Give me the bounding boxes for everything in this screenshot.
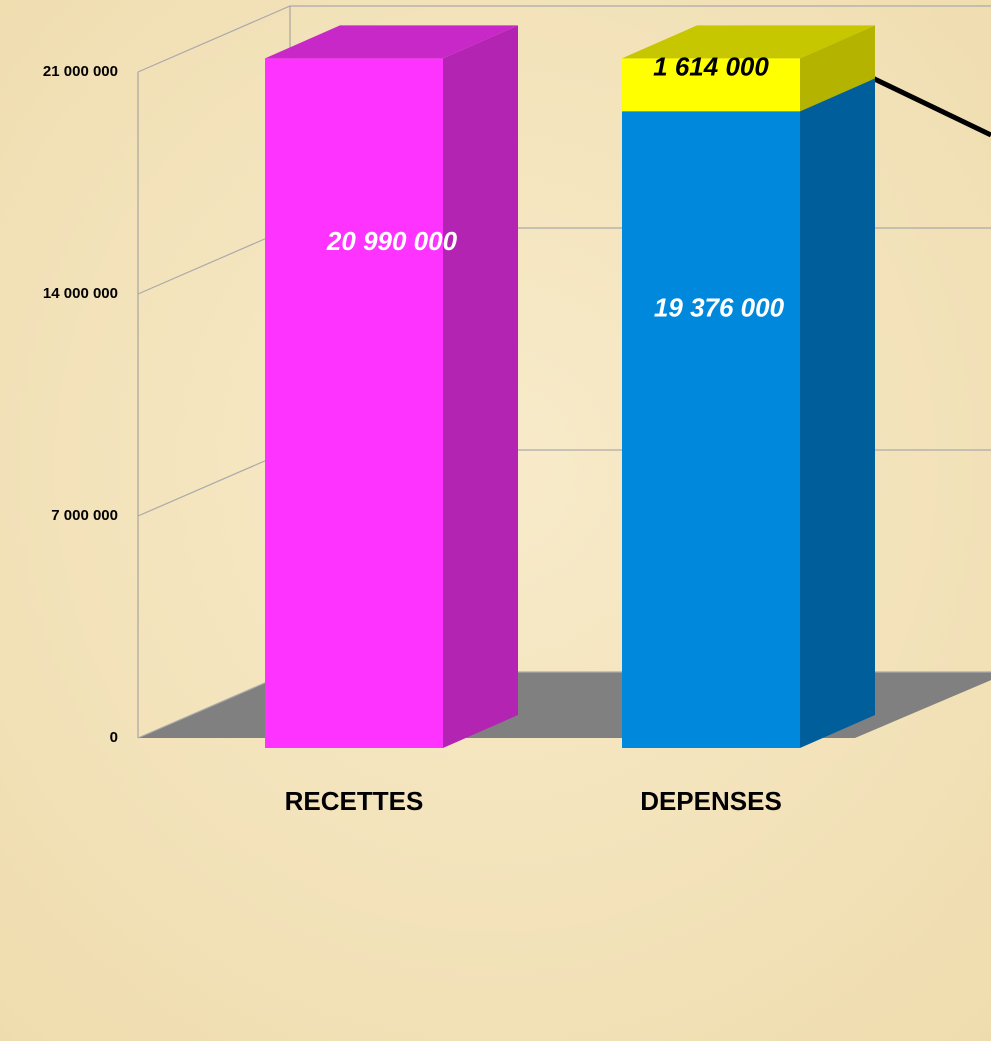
x-tick-label: DEPENSES (640, 786, 782, 816)
bar-top (622, 25, 875, 59)
bar-side (800, 78, 875, 749)
bar-front (622, 111, 800, 749)
bar-top (265, 25, 518, 59)
data-label: 20 990 000 (326, 226, 458, 256)
bar-front (622, 58, 800, 112)
bar-side (443, 25, 518, 749)
data-label: 1 614 000 (653, 52, 769, 82)
bar-side (800, 25, 875, 112)
bar-front (265, 58, 443, 749)
grid-line (137, 5, 991, 73)
y-tick-label: 21 000 000 (43, 63, 118, 80)
data-label: 19 376 000 (654, 293, 785, 323)
y-tick-label: 14 000 000 (43, 285, 118, 302)
callout-line (858, 69, 991, 138)
x-tick-label: RECETTES (285, 786, 424, 816)
bars: 20 990 000 19 376 000 1 614 000 (265, 25, 875, 749)
bar-segment: 19 376 000 (622, 78, 875, 749)
y-tick-label: 0 (110, 729, 118, 746)
bar-segment: 20 990 000 (265, 25, 518, 749)
bar-segment: 1 614 000 (622, 25, 875, 112)
y-tick-label: 7 000 000 (51, 507, 118, 524)
